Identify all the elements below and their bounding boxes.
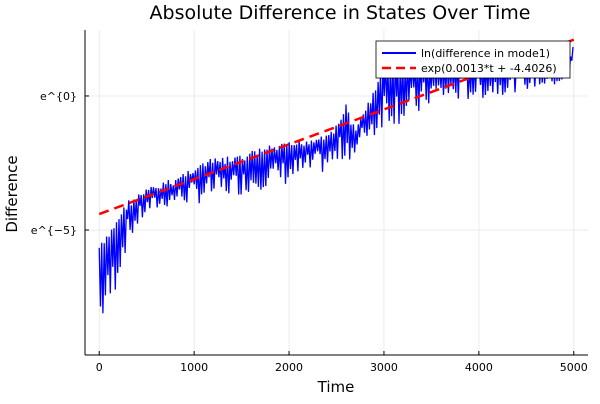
legend: ln(difference in mode1) exp(0.0013*t + -… — [375, 40, 571, 79]
y-axis-label: Difference — [3, 155, 21, 232]
x-tick-label: 1000 — [180, 361, 208, 374]
legend-label-fit: exp(0.0013*t + -4.4026) — [421, 62, 557, 75]
y-tick-label: e^{0} — [40, 90, 77, 103]
y-tick-label: e^{−5} — [31, 224, 77, 237]
axes: 0 1000 2000 3000 4000 5000 e^{0} e^{−5} — [31, 30, 588, 374]
x-tick-label: 2000 — [275, 361, 303, 374]
series-line-difference — [98, 46, 574, 314]
x-tick-label: 3000 — [370, 361, 398, 374]
x-tick-label: 5000 — [560, 361, 588, 374]
x-axis-label: Time — [317, 378, 355, 396]
x-tick-label: 0 — [96, 361, 103, 374]
legend-box — [375, 40, 571, 79]
x-tick-label: 4000 — [465, 361, 493, 374]
plot-area — [98, 38, 575, 314]
legend-label-data: ln(difference in mode1) — [421, 47, 550, 60]
chart-title: Absolute Difference in States Over Time — [150, 2, 531, 24]
